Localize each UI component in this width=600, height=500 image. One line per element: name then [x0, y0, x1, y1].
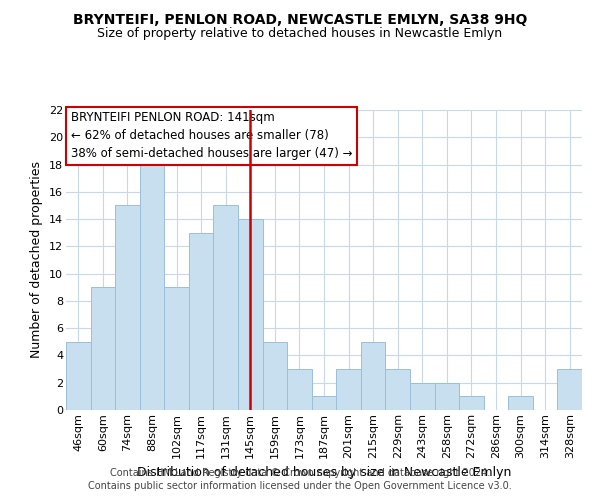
- Bar: [410, 382, 434, 410]
- Text: BRYNTEIFI, PENLON ROAD, NEWCASTLE EMLYN, SA38 9HQ: BRYNTEIFI, PENLON ROAD, NEWCASTLE EMLYN,…: [73, 12, 527, 26]
- Bar: [385, 369, 410, 410]
- Bar: [140, 164, 164, 410]
- Bar: [164, 288, 189, 410]
- Text: Contains public sector information licensed under the Open Government Licence v3: Contains public sector information licen…: [88, 481, 512, 491]
- Bar: [214, 206, 238, 410]
- Bar: [91, 288, 115, 410]
- Text: Size of property relative to detached houses in Newcastle Emlyn: Size of property relative to detached ho…: [97, 28, 503, 40]
- Bar: [189, 232, 214, 410]
- Text: BRYNTEIFI PENLON ROAD: 141sqm
← 62% of detached houses are smaller (78)
38% of s: BRYNTEIFI PENLON ROAD: 141sqm ← 62% of d…: [71, 112, 353, 160]
- Text: Contains HM Land Registry data © Crown copyright and database right 2024.: Contains HM Land Registry data © Crown c…: [110, 468, 490, 477]
- Bar: [312, 396, 336, 410]
- Bar: [66, 342, 91, 410]
- Bar: [557, 369, 582, 410]
- Y-axis label: Number of detached properties: Number of detached properties: [31, 162, 43, 358]
- Bar: [459, 396, 484, 410]
- X-axis label: Distribution of detached houses by size in Newcastle Emlyn: Distribution of detached houses by size …: [137, 466, 511, 479]
- Bar: [115, 206, 140, 410]
- Bar: [238, 219, 263, 410]
- Bar: [361, 342, 385, 410]
- Bar: [508, 396, 533, 410]
- Bar: [287, 369, 312, 410]
- Bar: [336, 369, 361, 410]
- Bar: [263, 342, 287, 410]
- Bar: [434, 382, 459, 410]
